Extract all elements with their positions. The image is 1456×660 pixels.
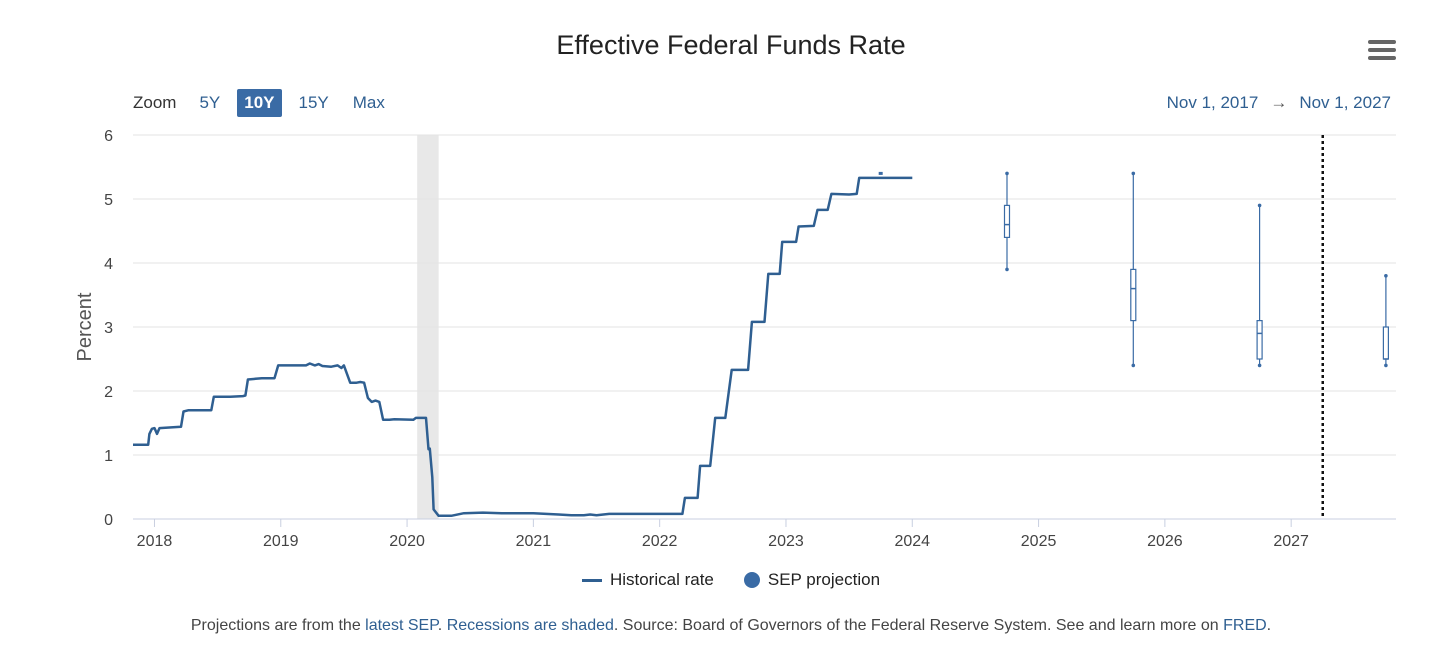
x-tick-label: 2018 (137, 533, 173, 550)
range-start-input[interactable]: Nov 1, 2017 (1166, 93, 1259, 112)
legend-item-sep[interactable]: SEP projection (743, 570, 881, 590)
sep-box (1256, 320, 1263, 360)
caption-text: Projections are from the (190, 617, 366, 634)
zoom-label: Zoom (133, 93, 177, 112)
menu-bar (1368, 40, 1396, 44)
range-end-input[interactable]: Nov 1, 2027 (1299, 93, 1391, 112)
y-tick-label: 3 (104, 320, 113, 337)
chart-caption: Projections are from the latest SEP. Rec… (0, 617, 1456, 635)
sep-min-point (1131, 363, 1136, 368)
sep-min-point (1005, 267, 1009, 272)
y-tick-label: 4 (104, 256, 113, 273)
y-tick-label: 1 (104, 448, 113, 465)
y-tick-label: 6 (104, 128, 113, 145)
legend-label: Historical rate (609, 570, 714, 589)
caption-text: . (437, 617, 447, 634)
chart-title: Effective Federal Funds Rate (556, 30, 906, 60)
legend-label: SEP projection (767, 570, 881, 589)
date-range: Nov 1, 2017 → Nov 1, 2027 (1167, 93, 1391, 113)
recessions-link[interactable]: Recessions are shaded (446, 617, 614, 634)
x-tick-label: 2020 (389, 533, 425, 550)
x-tick-label: 2023 (768, 533, 804, 550)
range-arrow-icon: → (1270, 93, 1288, 112)
x-tick-label: 2025 (1021, 533, 1057, 550)
legend: Historical rate SEP projection (0, 570, 1456, 590)
x-tick-label: 2019 (263, 533, 299, 550)
sep-min-point (1384, 363, 1388, 368)
y-tick-label: 5 (104, 192, 113, 209)
caption-text: . Source: Board of Governors of the Fede… (613, 617, 1224, 634)
sep-min-point (1257, 363, 1262, 368)
zoom-max-button[interactable]: Max (352, 93, 385, 112)
zoom-5y-button[interactable]: 5Y (199, 93, 221, 112)
y-tick-label: 2 (104, 384, 113, 401)
menu-bar (1368, 56, 1396, 60)
sep-box (1382, 326, 1389, 360)
sep-box (1003, 204, 1011, 238)
sep-max-point (1131, 171, 1136, 176)
legend-dot-icon (743, 572, 760, 588)
zoom-bar: Zoom 5Y 10Y 15Y Max (133, 88, 402, 118)
x-tick-label: 2027 (1273, 533, 1309, 550)
hamburger-menu-icon[interactable] (1368, 40, 1396, 64)
legend-line-icon (581, 578, 602, 582)
sep-point (878, 171, 883, 175)
zoom-10y-button[interactable]: 10Y (237, 89, 282, 117)
fred-link[interactable]: FRED (1223, 617, 1267, 634)
sep-max-point (1005, 171, 1009, 176)
x-tick-label: 2022 (642, 533, 678, 550)
sep-max-point (1257, 203, 1262, 208)
zoom-15y-button[interactable]: 15Y (298, 93, 329, 112)
sep-box (1130, 268, 1137, 322)
x-tick-label: 2024 (894, 533, 930, 550)
menu-bar (1368, 48, 1396, 52)
x-tick-label: 2026 (1147, 533, 1183, 550)
x-tick-label: 2021 (516, 533, 552, 550)
latest-sep-link[interactable]: latest SEP (365, 617, 438, 634)
sep-max-point (1384, 274, 1388, 278)
y-axis-label: Percent (74, 292, 96, 361)
legend-item-historical[interactable]: Historical rate (581, 570, 714, 590)
caption-text: . (1266, 617, 1272, 634)
historical-rate-line (133, 176, 913, 518)
y-tick-label: 0 (104, 512, 113, 529)
